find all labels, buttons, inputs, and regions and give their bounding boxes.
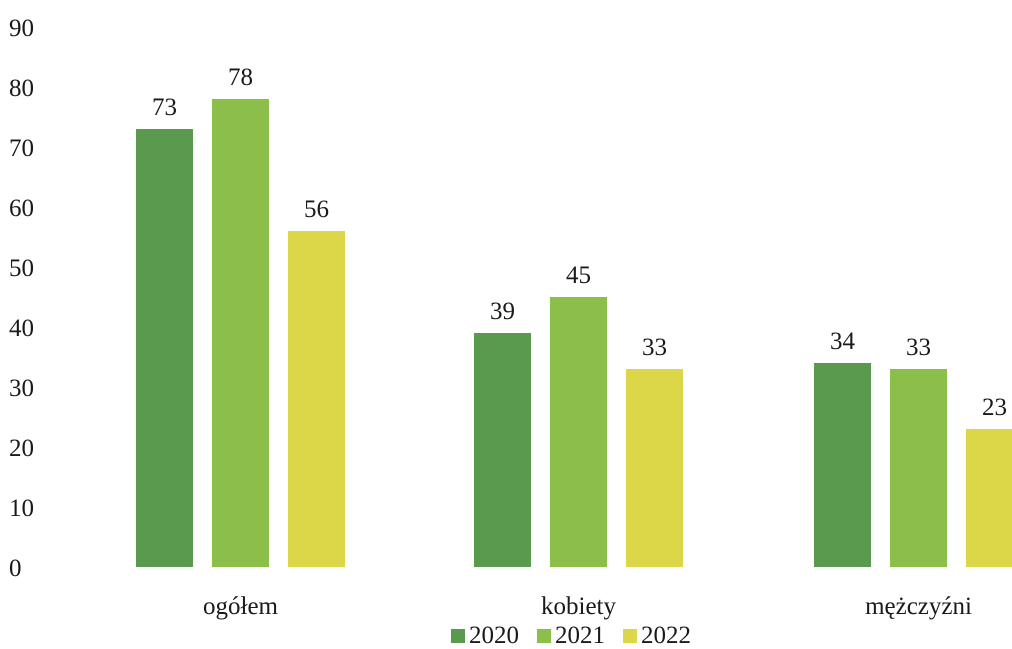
legend-item-2021: 2021 (537, 623, 605, 648)
y-tick-label: 30 (9, 375, 34, 402)
y-tick-label: 50 (9, 255, 34, 282)
legend-item-2020: 2020 (451, 623, 519, 648)
y-tick-label: 20 (9, 435, 34, 462)
bar-2021-2 (890, 369, 947, 567)
y-tick-label: 0 (9, 555, 22, 582)
y-tick-label: 10 (9, 495, 34, 522)
bar-chart: 0 10 20 30 40 50 60 70 80 90 73 78 56 39 45 33 34 33 23 o… (9, 15, 1012, 620)
legend-label-2020: 2020 (469, 622, 519, 649)
legend-swatch-2020 (451, 628, 465, 643)
y-axis: 0 10 20 30 40 50 60 70 80 90 (9, 15, 34, 582)
data-label: 23 (982, 394, 1007, 421)
data-label: 34 (830, 328, 856, 355)
data-label: 56 (304, 196, 329, 223)
y-tick-label: 80 (9, 75, 34, 102)
legend-swatch-2021 (537, 628, 551, 643)
legend-label-2021: 2021 (555, 622, 605, 649)
data-label: 39 (490, 298, 515, 325)
bar-2020-0 (136, 129, 193, 567)
bar-2022-1 (626, 369, 683, 567)
category-label: kobiety (541, 593, 616, 620)
legend-label-2022: 2022 (641, 622, 691, 649)
data-labels: 73 78 56 39 45 33 34 33 23 (152, 64, 1007, 421)
x-axis: ogółem kobiety mężczyźni (203, 593, 972, 620)
bar-2022-2 (966, 429, 1012, 567)
y-tick-label: 70 (9, 135, 34, 162)
category-label: mężczyźni (865, 593, 972, 620)
y-tick-label: 40 (9, 315, 34, 342)
bar-2020-2 (814, 363, 871, 567)
legend: 2020 2021 2022 (0, 622, 1012, 649)
legend-item-2022: 2022 (623, 623, 691, 648)
bars (136, 99, 1012, 567)
legend-swatch-2022 (623, 628, 637, 643)
data-label: 45 (566, 262, 591, 289)
bar-2022-0 (288, 231, 345, 567)
bar-2020-1 (474, 333, 531, 567)
y-tick-label: 90 (9, 15, 34, 42)
data-label: 73 (152, 94, 177, 121)
data-label: 33 (906, 334, 931, 361)
bar-2021-1 (550, 297, 607, 567)
data-label: 78 (228, 64, 253, 91)
data-label: 33 (642, 334, 667, 361)
category-label: ogółem (203, 593, 279, 620)
bar-2021-0 (212, 99, 269, 567)
y-tick-label: 60 (9, 195, 34, 222)
